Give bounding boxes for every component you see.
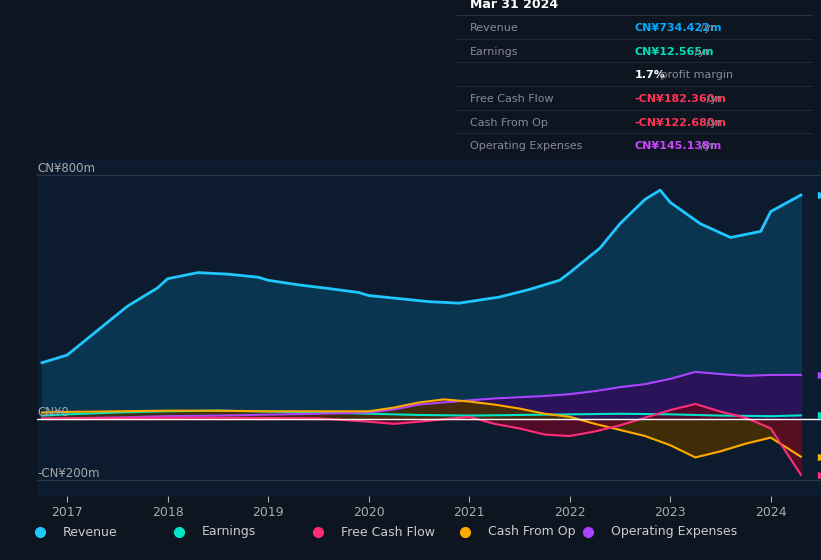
Text: Earnings: Earnings: [470, 47, 518, 57]
Text: -CN¥122.680m: -CN¥122.680m: [635, 118, 727, 128]
Text: CN¥145.138m: CN¥145.138m: [635, 141, 722, 151]
Text: -CN¥182.360m: -CN¥182.360m: [635, 94, 726, 104]
Text: CN¥12.565m: CN¥12.565m: [635, 47, 713, 57]
Text: /yr: /yr: [703, 94, 722, 104]
Text: Revenue: Revenue: [470, 23, 519, 33]
Text: Free Cash Flow: Free Cash Flow: [341, 525, 435, 539]
Text: CN¥0: CN¥0: [37, 406, 69, 419]
Text: /yr: /yr: [697, 23, 716, 33]
Text: Free Cash Flow: Free Cash Flow: [470, 94, 553, 104]
Text: Cash From Op: Cash From Op: [488, 525, 576, 539]
Text: Revenue: Revenue: [63, 525, 118, 539]
Text: CN¥800m: CN¥800m: [37, 162, 95, 175]
Text: -CN¥200m: -CN¥200m: [37, 468, 99, 480]
Text: Mar 31 2024: Mar 31 2024: [470, 0, 558, 11]
Text: /yr: /yr: [697, 141, 716, 151]
Text: profit margin: profit margin: [657, 71, 733, 81]
Text: Operating Expenses: Operating Expenses: [470, 141, 582, 151]
Text: Cash From Op: Cash From Op: [470, 118, 548, 128]
Text: CN¥734.422m: CN¥734.422m: [635, 23, 722, 33]
Text: Operating Expenses: Operating Expenses: [611, 525, 737, 539]
Text: /yr: /yr: [703, 118, 722, 128]
Text: /yr: /yr: [691, 47, 710, 57]
Text: Earnings: Earnings: [202, 525, 256, 539]
Text: 1.7%: 1.7%: [635, 71, 665, 81]
